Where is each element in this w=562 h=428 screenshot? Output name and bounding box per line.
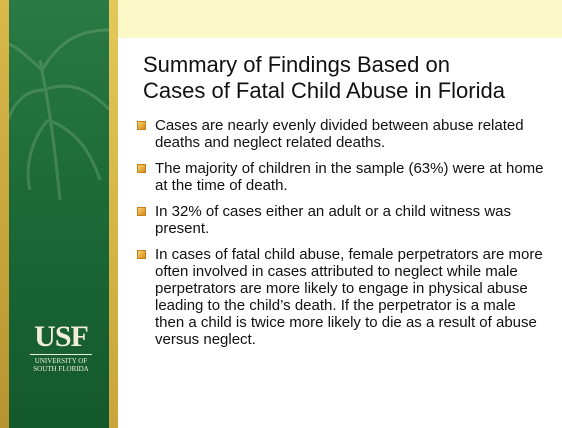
bullet: Cases are nearly evenly divided between … (137, 117, 547, 151)
bullet: The majority of children in the sample (… (137, 160, 547, 194)
top-bar (118, 0, 562, 38)
bullet-text: In cases of fatal child abuse, female pe… (155, 246, 543, 348)
logo: USF UNIVERSITY OF SOUTH FLORIDA (30, 322, 92, 373)
bullet-text: The majority of children in the sample (… (155, 160, 544, 194)
sidebar (0, 0, 118, 428)
bullet-text: In 32% of cases either an adult or a chi… (155, 203, 512, 237)
bullet: In cases of fatal child abuse, female pe… (137, 246, 547, 348)
slide-title: Summary of Findings Based on Cases of Fa… (143, 52, 558, 104)
bullet-icon (137, 250, 146, 259)
logo-mark: USF (34, 320, 89, 353)
bullet-icon (137, 121, 146, 130)
bullet: In 32% of cases either an adult or a chi… (137, 203, 547, 237)
palm-decoration (0, 28, 112, 201)
title-line: Summary of Findings Based on (143, 52, 450, 77)
bullet-icon (137, 207, 146, 216)
logo-rule (30, 354, 92, 355)
logo-text: SOUTH FLORIDA (33, 365, 89, 373)
bullet-text: Cases are nearly evenly divided between … (155, 117, 524, 151)
bullet-icon (137, 164, 146, 173)
bullet-list: Cases are nearly evenly divided between … (137, 117, 547, 357)
gold-strip (0, 0, 9, 428)
gold-strip (109, 0, 118, 428)
logo-text: UNIVERSITY OF (34, 357, 88, 365)
title-line: Cases of Fatal Child Abuse in Florida (143, 78, 505, 103)
